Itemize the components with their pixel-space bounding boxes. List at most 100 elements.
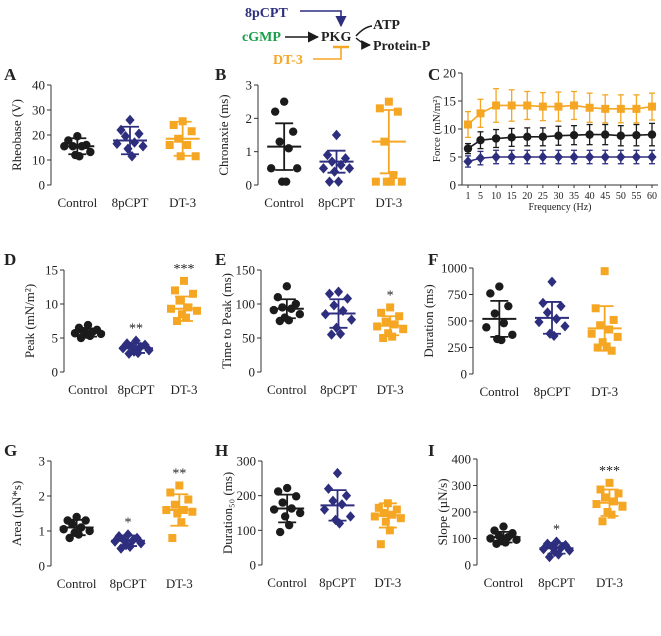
x-tick-label: 5 xyxy=(478,191,483,202)
data-point xyxy=(116,543,126,554)
y-tick-label: 40 xyxy=(32,78,45,93)
y-tick-label: 0 xyxy=(249,365,256,380)
data-point xyxy=(70,329,80,338)
pathway-8pcpt-arrow xyxy=(300,10,347,28)
data-point xyxy=(124,348,134,359)
data-point xyxy=(569,151,579,163)
x-tick-label: 8pCPT xyxy=(118,382,155,397)
data-point xyxy=(287,504,296,513)
data-point xyxy=(614,489,623,498)
data-point xyxy=(144,345,154,356)
data-point xyxy=(376,540,385,549)
group-control xyxy=(60,132,95,161)
pathway-dt3-label: DT-3 xyxy=(273,53,303,68)
data-point xyxy=(133,347,143,359)
data-point xyxy=(65,533,74,543)
data-point xyxy=(266,164,276,173)
panel-label-d: D xyxy=(4,250,16,269)
data-point xyxy=(374,503,383,512)
data-point xyxy=(59,525,68,534)
panel-label-a: A xyxy=(4,65,17,84)
y-axis-label: Area (µN*s) xyxy=(9,481,24,547)
panel-label-g: G xyxy=(4,441,17,460)
data-point xyxy=(167,304,175,313)
data-point xyxy=(284,144,293,153)
pathway-output-arrow xyxy=(355,25,373,37)
y-tick-label: 2 xyxy=(39,489,46,504)
x-tick-label: 45 xyxy=(600,191,610,202)
data-point xyxy=(381,517,390,526)
data-point xyxy=(191,152,200,161)
group-dt-3 xyxy=(370,499,405,549)
data-point xyxy=(187,127,196,136)
data-point xyxy=(282,282,292,291)
group-dt-3: *** xyxy=(167,262,201,325)
panel-label-f: F xyxy=(428,250,438,269)
pathway-proteinp-label: Protein-P xyxy=(373,39,431,54)
data-point xyxy=(544,551,555,563)
data-point xyxy=(542,538,553,549)
data-point xyxy=(281,177,291,186)
y-tick-label: 0 xyxy=(250,558,257,573)
data-point xyxy=(647,151,657,163)
data-point xyxy=(175,296,184,305)
data-point xyxy=(322,149,333,161)
data-point xyxy=(85,331,95,341)
data-point xyxy=(76,333,86,343)
data-point xyxy=(377,308,386,317)
data-point xyxy=(337,499,347,510)
data-point xyxy=(463,144,473,153)
data-point xyxy=(279,97,289,106)
data-point xyxy=(60,142,69,151)
data-point xyxy=(507,133,516,142)
y-tick-label: 0 xyxy=(52,365,59,380)
data-point xyxy=(499,522,508,531)
x-tick-label: 20 xyxy=(522,191,532,202)
data-point xyxy=(497,335,506,345)
data-point xyxy=(596,321,605,330)
x-tick-label: Control xyxy=(68,382,108,397)
y-axis-label: Time to Peak (ms) xyxy=(219,273,234,369)
data-point xyxy=(340,153,351,164)
data-point xyxy=(288,127,298,136)
data-point xyxy=(318,163,329,174)
data-point xyxy=(632,130,641,140)
data-point xyxy=(83,320,93,330)
data-point xyxy=(393,107,402,116)
data-point xyxy=(384,97,393,106)
y-tick-label: 300 xyxy=(237,454,257,469)
group-8pcpt: ** xyxy=(118,322,154,359)
data-point xyxy=(341,490,352,501)
data-point xyxy=(127,535,138,546)
y-axis-label: Duration₅₀ (ms) xyxy=(220,472,235,554)
group-control xyxy=(266,97,302,186)
data-point xyxy=(331,129,342,141)
data-point xyxy=(171,286,179,295)
pathway-atp-label: ATP xyxy=(373,18,400,33)
y-axis-label: Force (mN/m²) xyxy=(431,95,443,162)
data-point xyxy=(560,321,570,332)
pathway-8pcpt-label: 8pCPT xyxy=(245,6,288,21)
x-tick-label: 8pCPT xyxy=(112,195,149,210)
y-tick-label: 5 xyxy=(450,150,457,165)
group-control xyxy=(70,320,106,343)
data-point xyxy=(110,536,120,547)
data-point xyxy=(601,130,610,139)
significance-marker: *** xyxy=(174,262,195,277)
data-point xyxy=(380,137,389,146)
data-point xyxy=(136,538,146,549)
y-tick-label: 0 xyxy=(450,178,457,193)
x-tick-label: 30 xyxy=(553,191,563,202)
data-point xyxy=(345,511,356,522)
y-tick-label: 1 xyxy=(246,144,253,159)
data-point xyxy=(85,526,94,536)
data-point xyxy=(324,288,335,299)
group-dt-3 xyxy=(165,117,200,161)
data-point xyxy=(174,134,183,143)
data-point xyxy=(598,338,607,347)
group-8pcpt: * xyxy=(110,516,146,554)
x-tick-label: 8pCPT xyxy=(318,195,355,210)
panel-label-c: C xyxy=(428,65,440,84)
data-point xyxy=(551,313,562,325)
